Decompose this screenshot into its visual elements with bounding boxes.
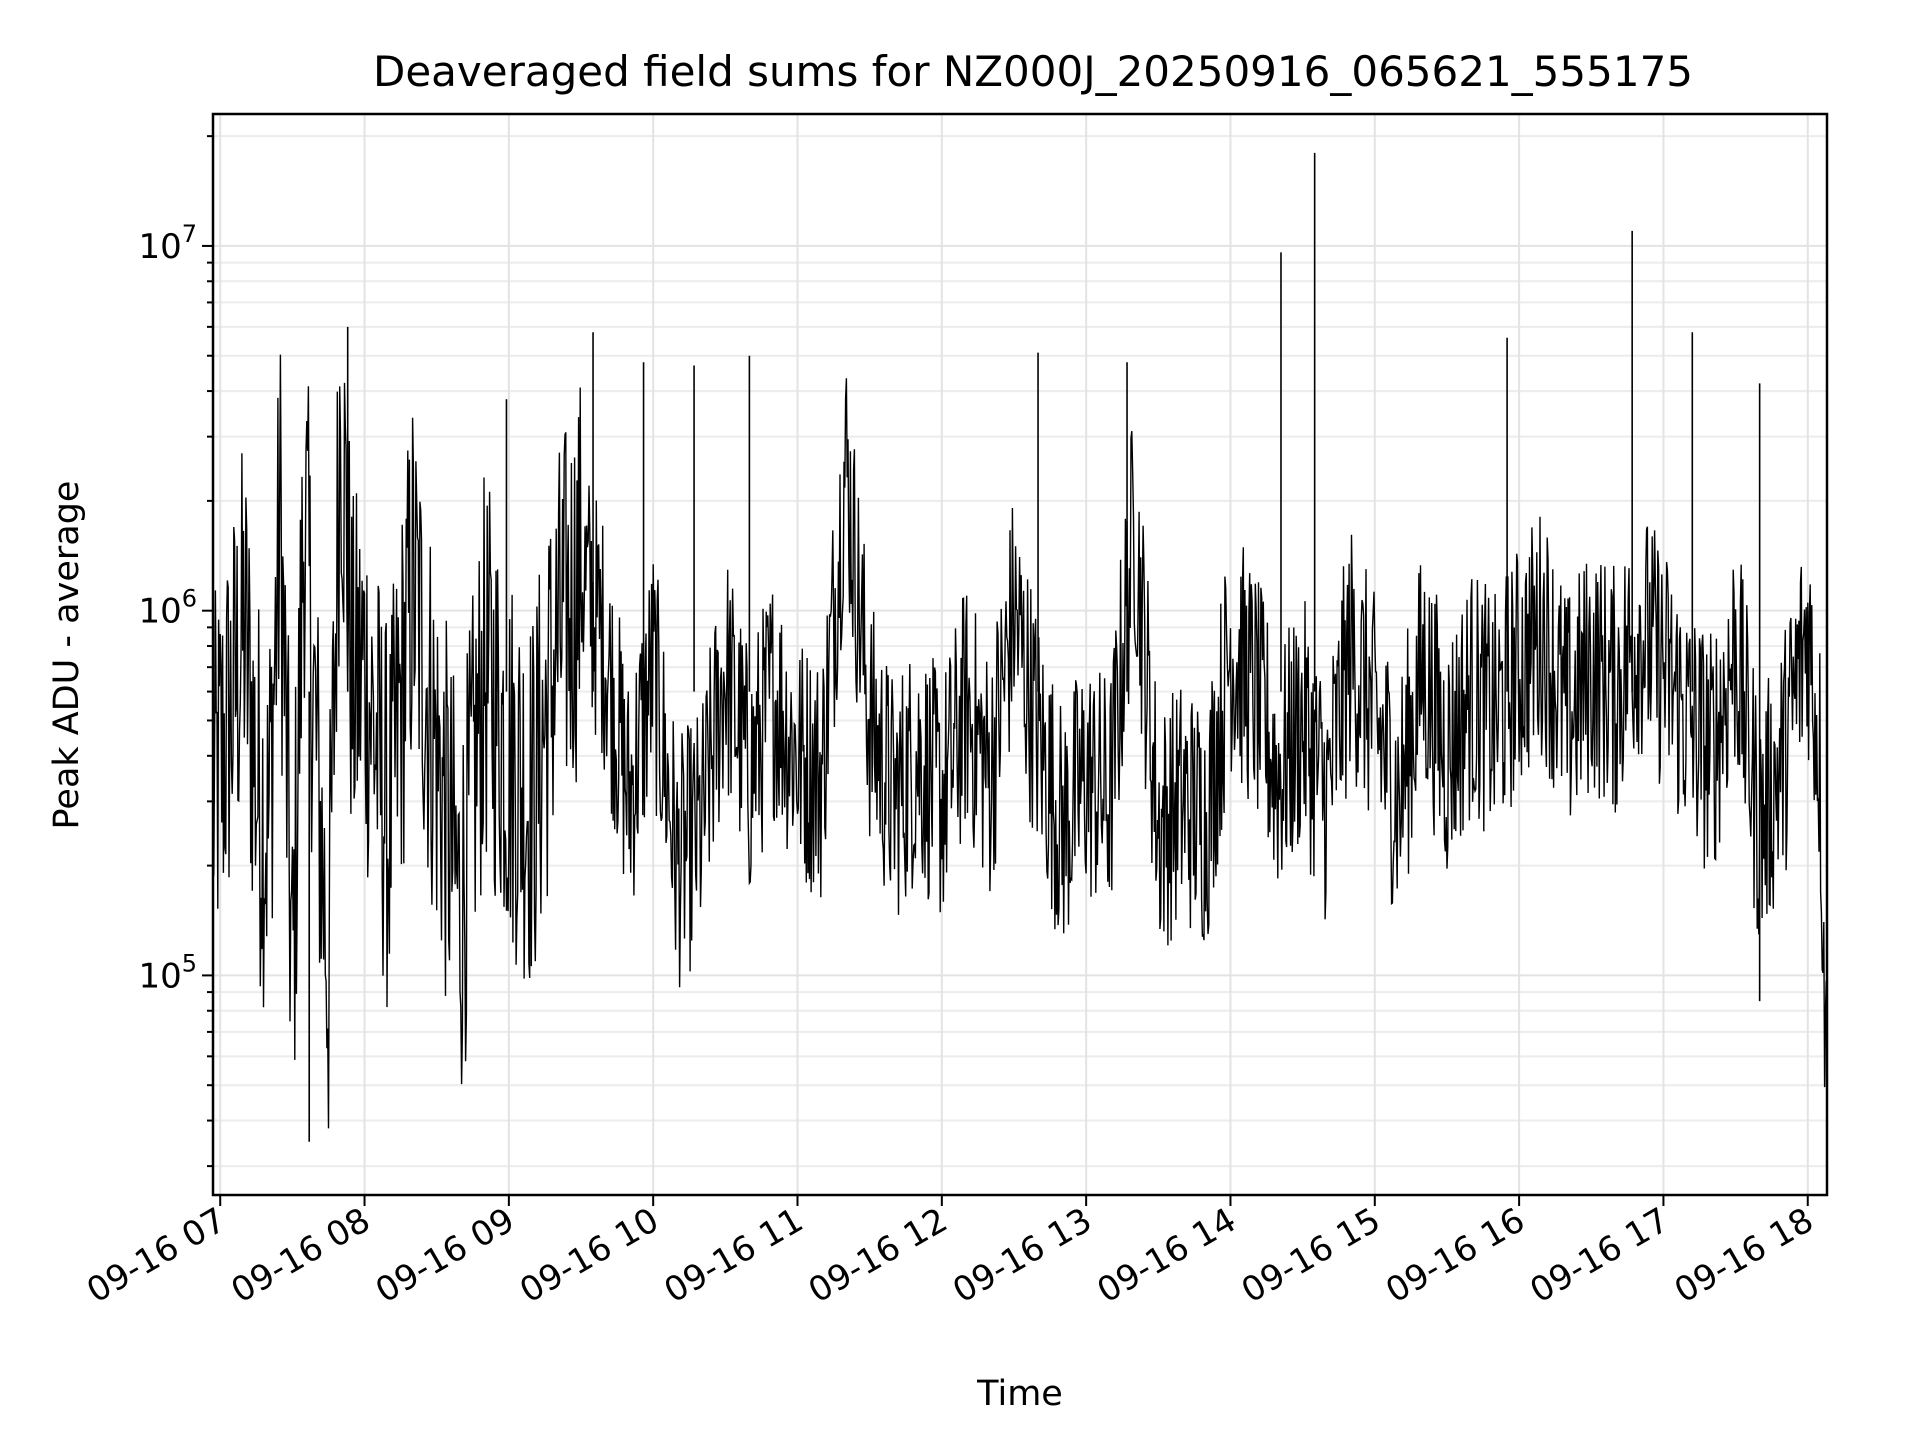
x-tick-label: 09-16 18: [1668, 1200, 1820, 1311]
y-axis-ticks: 105 106 107: [138, 135, 213, 1168]
y-tick-label: 106: [138, 585, 197, 632]
y-tick-label: 105: [138, 949, 197, 996]
x-tick-label: 09-16 10: [513, 1200, 665, 1311]
y-tick-label: 107: [138, 220, 197, 267]
x-tick-label: 09-16 15: [1235, 1200, 1387, 1311]
data-line: [212, 354, 1828, 1129]
x-tick-label: 09-16 09: [369, 1200, 521, 1311]
x-tick-label: 09-16 07: [80, 1200, 232, 1311]
x-tick-label: 09-16 16: [1379, 1200, 1531, 1311]
x-axis-label: Time: [976, 1374, 1063, 1414]
x-tick-label: 09-16 14: [1091, 1200, 1243, 1311]
x-tick-label: 09-16 08: [225, 1200, 377, 1311]
x-tick-label: 09-16 12: [802, 1200, 954, 1311]
data-series: [212, 152, 1828, 1142]
x-tick-label: 09-16 17: [1524, 1200, 1676, 1311]
plot-frame: [211, 112, 1829, 1197]
chart-title: Deaveraged field sums for NZ000J_2025091…: [373, 47, 1693, 96]
x-tick-label: 09-16 13: [946, 1200, 1098, 1311]
x-tick-label: 09-16 11: [658, 1200, 810, 1311]
y-axis-label: Peak ADU - average: [47, 481, 87, 830]
